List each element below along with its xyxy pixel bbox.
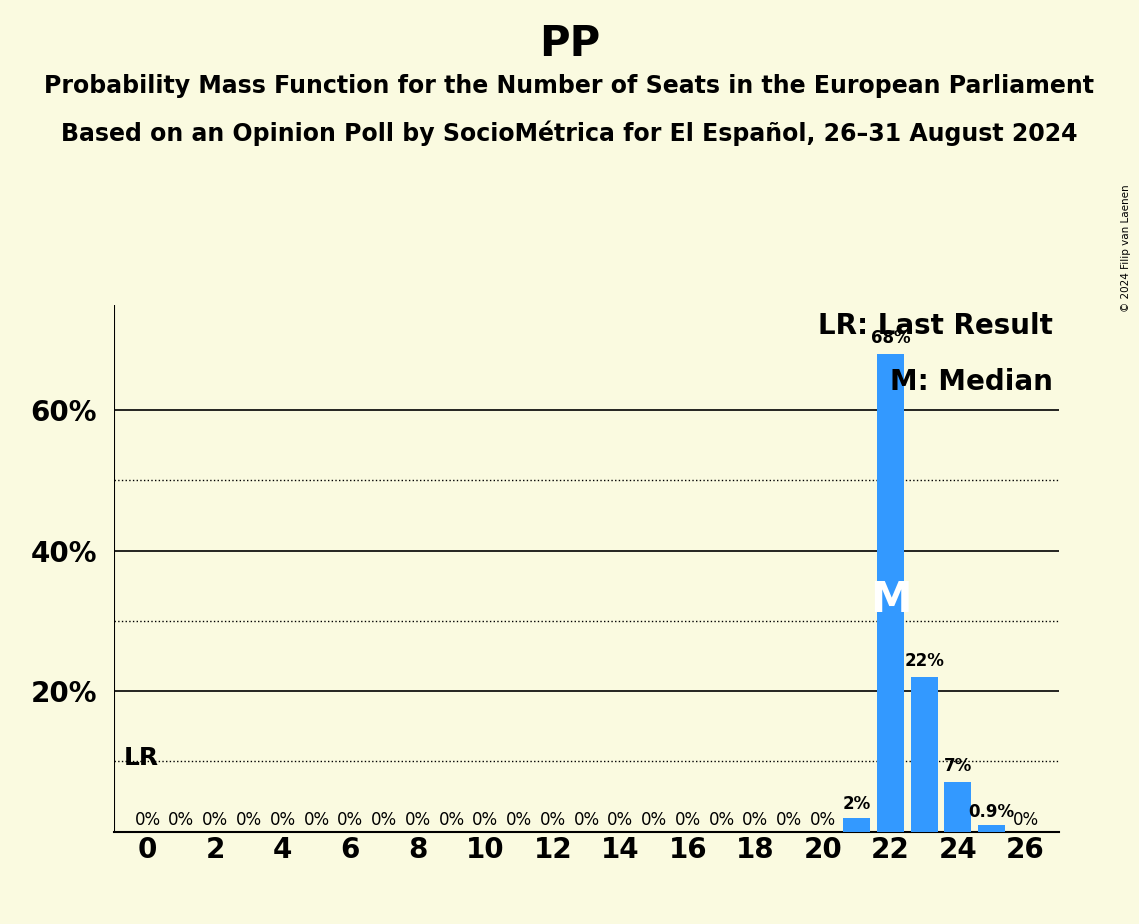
- Text: 0%: 0%: [708, 810, 735, 829]
- Text: 0%: 0%: [371, 810, 398, 829]
- Text: 7%: 7%: [944, 758, 972, 775]
- Text: 0%: 0%: [404, 810, 431, 829]
- Text: 0%: 0%: [506, 810, 532, 829]
- Text: 0%: 0%: [641, 810, 667, 829]
- Text: Probability Mass Function for the Number of Seats in the European Parliament: Probability Mass Function for the Number…: [44, 74, 1095, 98]
- Text: LR: LR: [124, 746, 159, 770]
- Text: M: Median: M: Median: [890, 368, 1052, 396]
- Text: LR: Last Result: LR: Last Result: [818, 312, 1052, 340]
- Text: 0%: 0%: [540, 810, 566, 829]
- Text: © 2024 Filip van Laenen: © 2024 Filip van Laenen: [1121, 185, 1131, 312]
- Text: 0%: 0%: [337, 810, 363, 829]
- Bar: [944, 783, 972, 832]
- Text: 0%: 0%: [776, 810, 802, 829]
- Text: 2%: 2%: [843, 796, 871, 813]
- Text: 68%: 68%: [870, 329, 910, 347]
- Text: 22%: 22%: [904, 652, 944, 670]
- Text: 0%: 0%: [810, 810, 836, 829]
- Bar: [877, 354, 904, 832]
- Text: Based on an Opinion Poll by SocioMétrica for El Español, 26–31 August 2024: Based on an Opinion Poll by SocioMétrica…: [62, 120, 1077, 146]
- Text: 0%: 0%: [270, 810, 296, 829]
- Text: 0.9%: 0.9%: [968, 803, 1015, 821]
- Text: 0%: 0%: [303, 810, 329, 829]
- Text: 0%: 0%: [473, 810, 499, 829]
- Text: PP: PP: [539, 23, 600, 65]
- Text: 0%: 0%: [574, 810, 599, 829]
- Bar: [978, 825, 1006, 832]
- Text: 0%: 0%: [202, 810, 228, 829]
- Text: M: M: [870, 578, 911, 621]
- Text: 0%: 0%: [169, 810, 195, 829]
- Text: 0%: 0%: [439, 810, 465, 829]
- Text: 0%: 0%: [1013, 810, 1039, 829]
- Text: 0%: 0%: [236, 810, 262, 829]
- Bar: [911, 677, 937, 832]
- Bar: [843, 818, 870, 832]
- Text: 0%: 0%: [607, 810, 633, 829]
- Text: 0%: 0%: [134, 810, 161, 829]
- Text: 0%: 0%: [674, 810, 700, 829]
- Text: 0%: 0%: [743, 810, 769, 829]
